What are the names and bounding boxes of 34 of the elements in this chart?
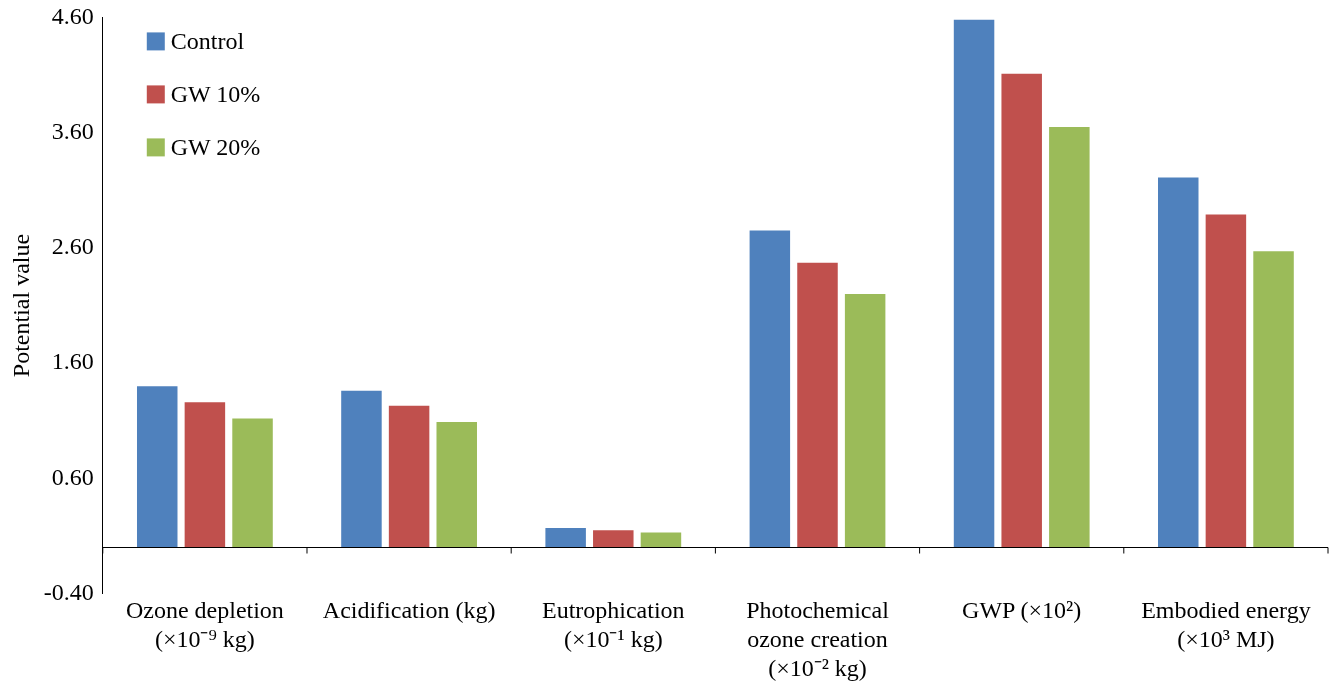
bar — [545, 527, 586, 548]
bar — [232, 418, 273, 548]
legend-label: Control — [170, 27, 245, 54]
bar — [1205, 214, 1247, 548]
bar — [844, 293, 886, 548]
bar — [1253, 251, 1294, 548]
y-tick-label: 3.60 — [51, 117, 94, 144]
bar — [593, 530, 634, 548]
bar — [184, 402, 226, 548]
y-tick-label: -0.40 — [43, 578, 94, 605]
x-tick-label: GWP (×10²) — [962, 597, 1082, 624]
bar — [341, 390, 382, 548]
bar — [1158, 177, 1199, 548]
y-tick-label: 2.60 — [51, 233, 94, 260]
y-tick-label: 1.60 — [51, 348, 94, 375]
x-tick-label: Photochemical ozone creation (×10⁻² kg) — [746, 597, 890, 681]
x-tick-label: Ozone depletion (×10⁻⁹ kg) — [125, 597, 284, 653]
y-tick-label: 0.60 — [51, 463, 94, 490]
y-axis-title: Potential value — [7, 233, 34, 378]
x-tick-label: Embodied energy (×10³ MJ) — [1141, 597, 1311, 653]
bar — [436, 421, 477, 548]
bar — [953, 19, 995, 548]
x-tick-label: Eutrophication (×10⁻¹ kg) — [541, 597, 685, 653]
bar — [797, 262, 838, 548]
bar — [388, 405, 430, 548]
legend-label: GW 20% — [170, 133, 261, 160]
x-tick-label: Acidification (kg) — [322, 597, 496, 624]
bar — [640, 532, 682, 548]
bar — [137, 386, 178, 548]
y-tick-label: 4.60 — [51, 2, 94, 29]
bar — [749, 230, 791, 548]
bar — [1001, 73, 1042, 548]
bar — [1049, 126, 1090, 548]
legend-label: GW 10% — [170, 80, 261, 107]
